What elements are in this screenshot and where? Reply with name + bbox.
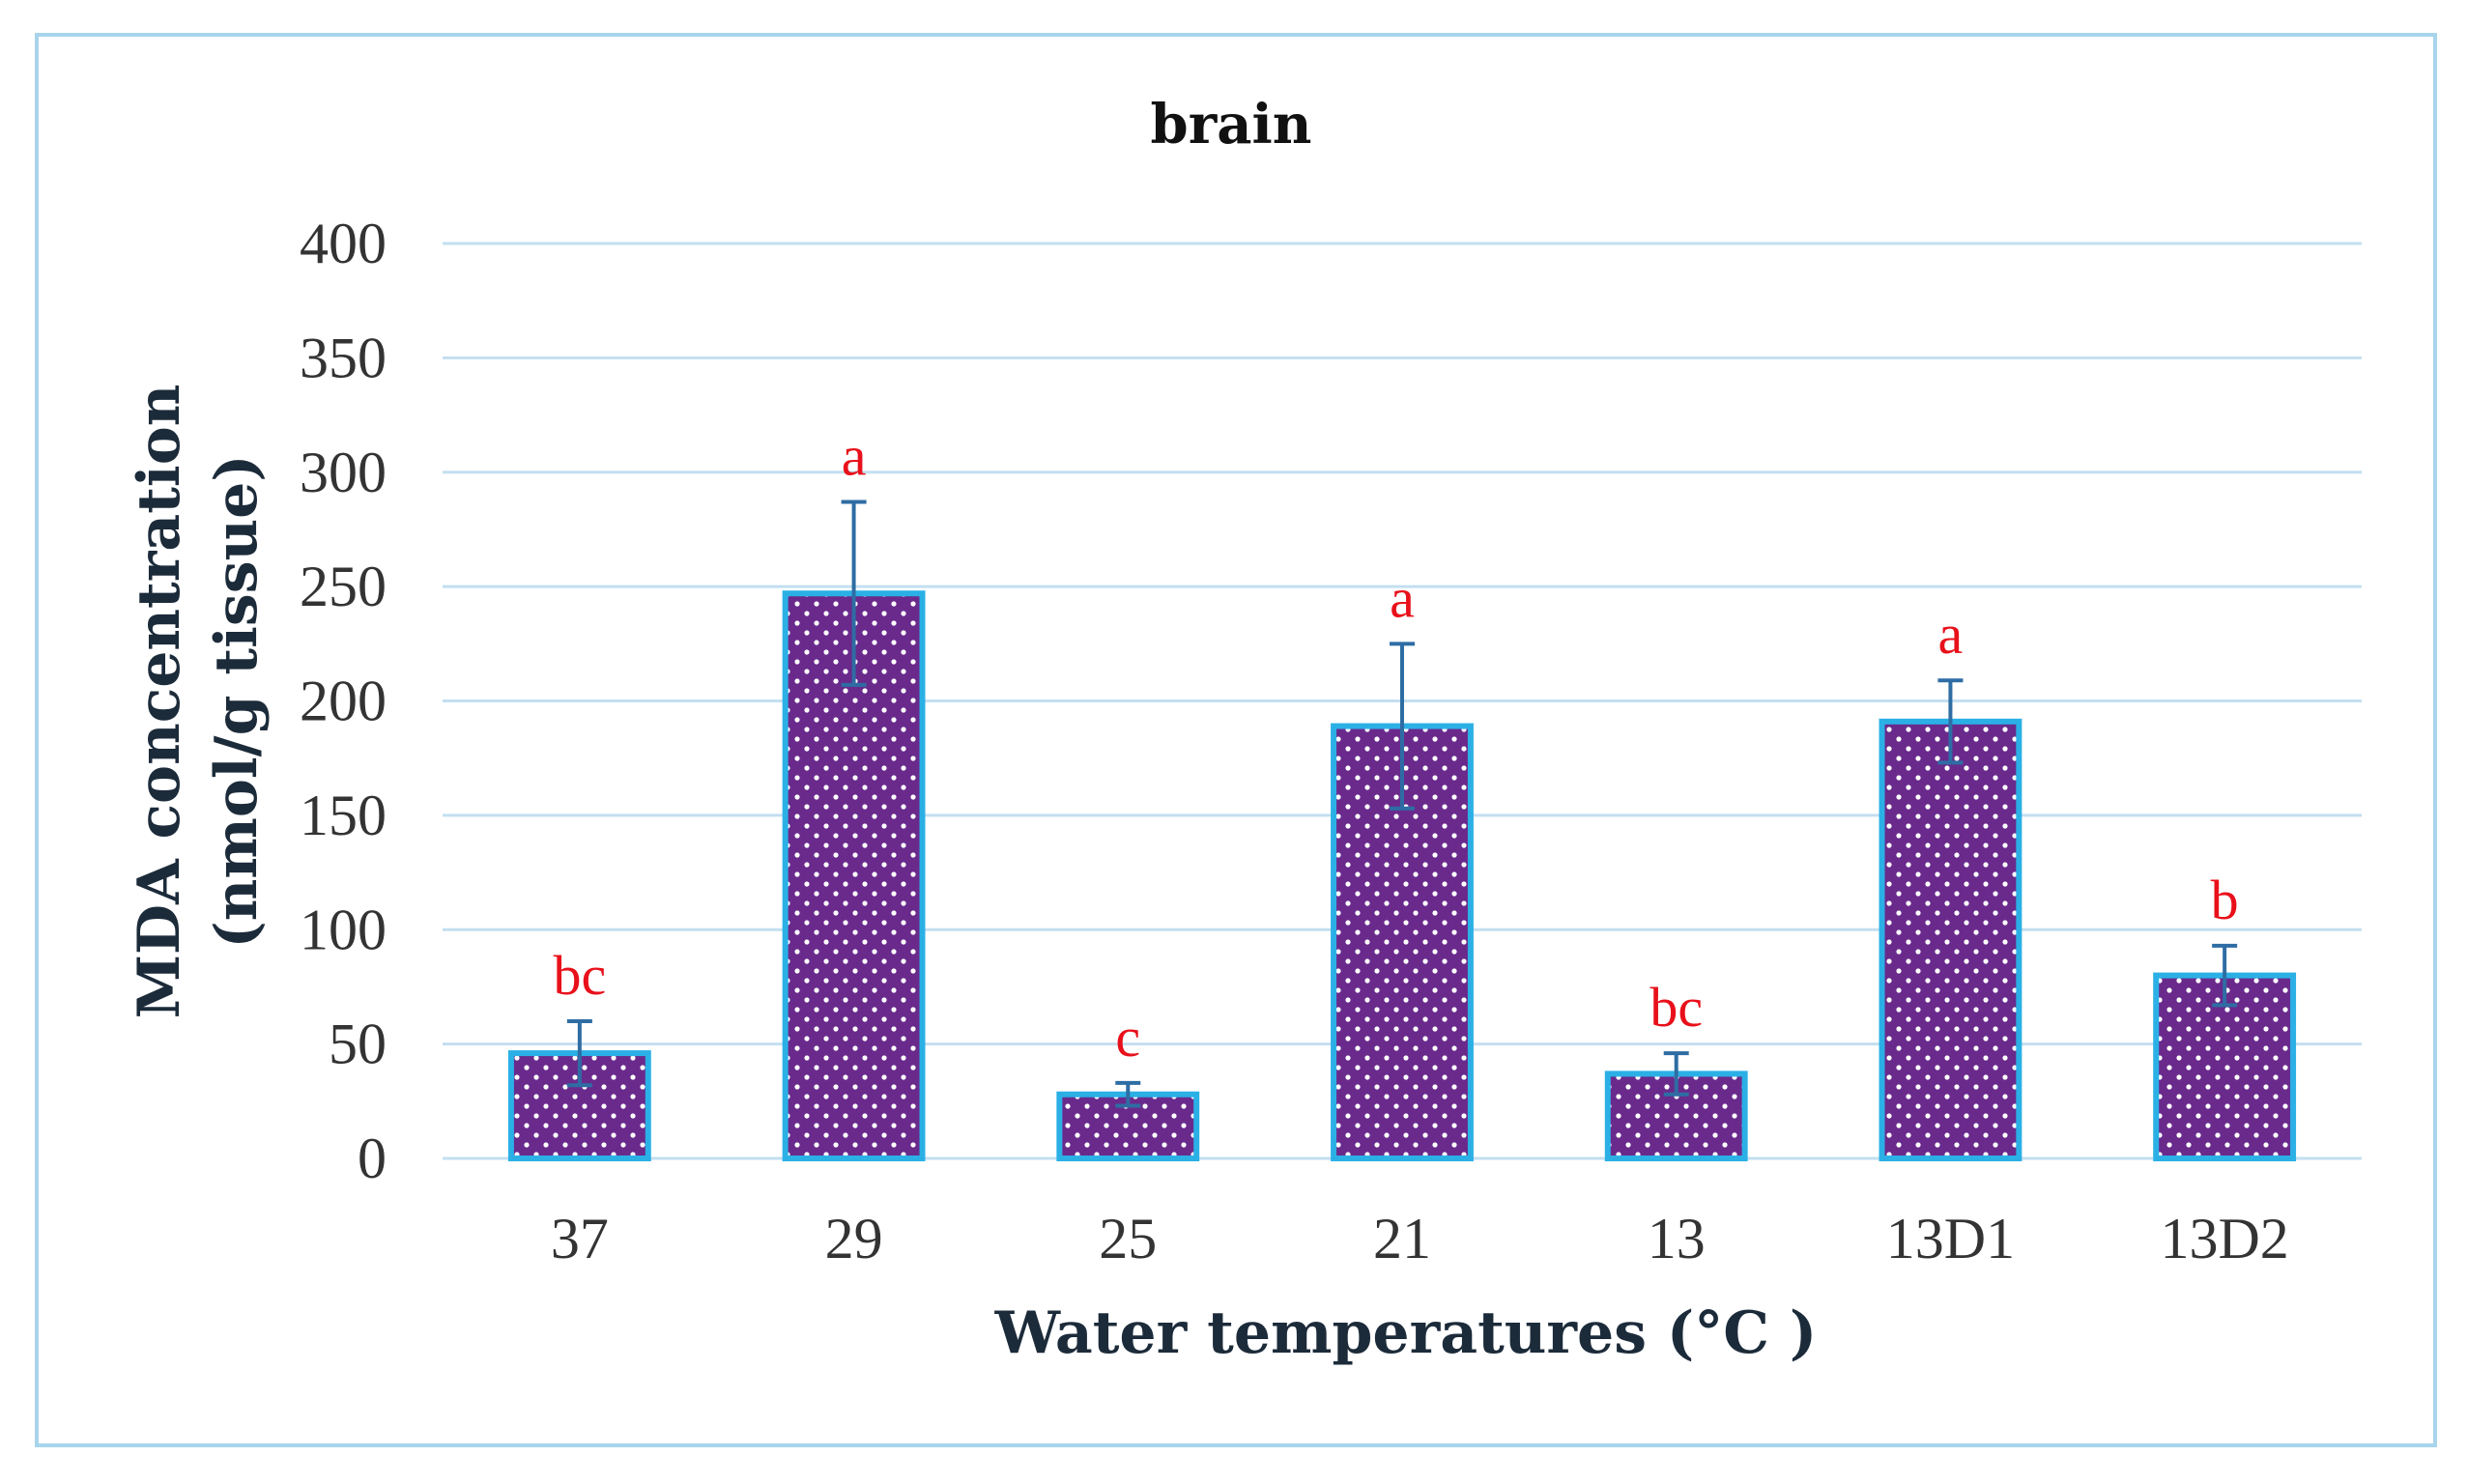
chart-title: brain [1151,93,1312,157]
y-tick-label: 200 [300,670,387,733]
error-bar-25 [1115,1080,1141,1108]
significance-label: a [1390,566,1415,629]
error-bar-29 [841,499,867,687]
x-tick-label: 13 [1648,1207,1706,1270]
y-tick-label: 300 [300,441,387,504]
y-axis-ticks: 0 50 100 150 200 250 300 350 400 [300,212,387,1190]
bar-13 [1604,1070,1748,1161]
significance-label: bc [1649,976,1703,1039]
x-tick-label: 29 [825,1207,883,1270]
significance-label: c [1115,1006,1140,1069]
x-tick-label: 13D1 [1886,1207,2015,1270]
x-tick-label: 37 [551,1207,609,1270]
bar-13D1 [1879,718,2022,1161]
error-bar-13D1 [1937,678,1964,765]
y-axis-title-line2: (nmol/g tissue) [203,454,271,948]
x-axis-ticks: 37 29 25 21 13 13D1 13D2 [551,1207,2289,1270]
y-tick-label: 350 [300,326,387,389]
y-tick-label: 150 [300,784,387,847]
gridlines [443,242,2362,1160]
x-tick-label: 21 [1373,1207,1431,1270]
y-axis-title-line1: MDA concentration [126,385,193,1019]
x-tick-label: 13D2 [2160,1207,2288,1270]
y-tick-label: 0 [358,1127,387,1190]
error-bar-13D2 [2212,943,2238,1008]
significance-label: b [2211,869,2239,931]
error-bars [566,499,2238,1108]
y-tick-label: 250 [300,555,387,618]
y-tick-label: 100 [300,898,387,961]
error-bar-37 [566,1018,592,1088]
x-tick-label: 25 [1099,1207,1157,1270]
chart-frame [35,33,2437,1447]
significance-labels: bc a c a bc a b [553,425,2238,1069]
x-axis-title: Water temperatures (°C ) [994,1299,1818,1367]
significance-label: a [842,425,867,488]
y-tick-label: 400 [300,212,387,275]
error-bar-13 [1663,1051,1689,1097]
y-tick-label: 50 [329,1013,387,1076]
significance-label: bc [553,944,606,1007]
error-bar-21 [1390,642,1415,811]
significance-label: a [1938,603,1964,666]
